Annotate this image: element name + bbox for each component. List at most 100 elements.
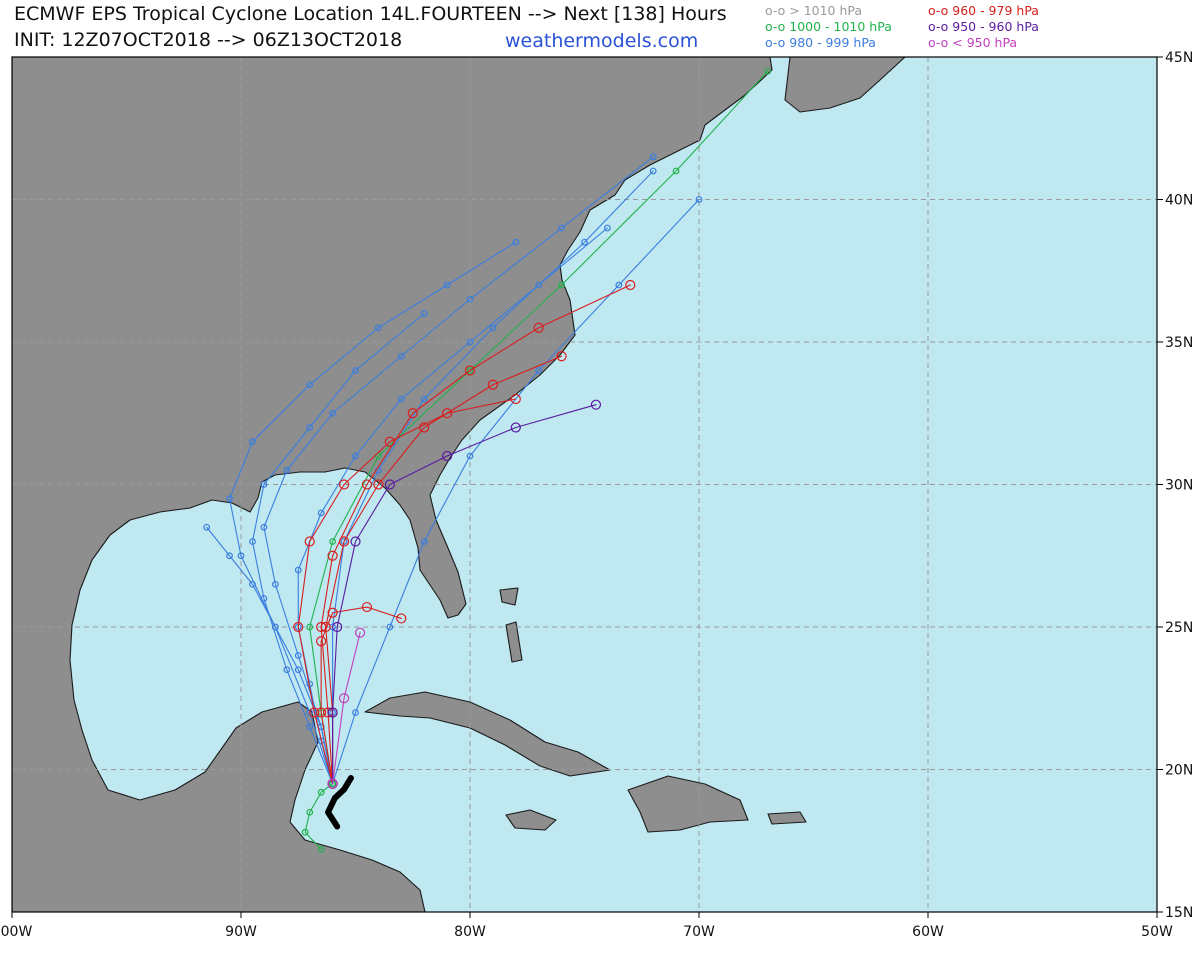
track-point	[306, 381, 314, 389]
track-point	[604, 224, 611, 232]
track-point	[464, 365, 476, 376]
forecast-track	[309, 70, 769, 785]
track-point	[535, 367, 543, 374]
track-point	[271, 580, 279, 588]
track-point	[306, 623, 314, 631]
track-point	[327, 607, 338, 618]
track-point	[338, 693, 350, 704]
track-point	[226, 495, 233, 503]
track-point	[352, 709, 359, 716]
track-point	[329, 538, 337, 545]
track-point	[294, 566, 302, 574]
track-point	[352, 452, 359, 460]
legend-entry: o-o 1000 - 1010 hPa	[765, 19, 892, 34]
track-point	[249, 580, 256, 588]
track-point	[466, 452, 474, 460]
forecast-track	[325, 355, 563, 785]
track-point	[558, 224, 565, 232]
track-point	[615, 281, 623, 289]
bahamas	[505, 621, 523, 663]
track-point	[226, 552, 233, 560]
forecast-track	[304, 783, 334, 850]
track-point	[533, 322, 544, 333]
track-point	[350, 536, 361, 547]
forecast-track	[332, 170, 654, 785]
y-tick-label: 40N	[1165, 193, 1193, 209]
track-point	[317, 509, 325, 517]
track-point	[420, 310, 428, 317]
track-point	[695, 196, 703, 203]
y-tick-label: 45N	[1165, 50, 1193, 66]
track-point	[384, 479, 395, 490]
forecast-track	[251, 312, 425, 785]
hispaniola	[627, 775, 749, 833]
track-point	[237, 552, 245, 560]
track-point	[309, 707, 320, 718]
track-point	[397, 352, 405, 360]
track-point	[420, 395, 428, 403]
y-tick-label: 15N	[1165, 905, 1193, 921]
forecast-track	[263, 156, 654, 785]
track-point	[260, 595, 268, 602]
forecast-track	[297, 398, 517, 785]
forecast-track	[229, 241, 517, 785]
track-point	[317, 788, 325, 796]
x-tick-label: 100W	[0, 924, 32, 940]
forecast-track	[320, 606, 402, 785]
track-point	[361, 601, 373, 613]
andros	[499, 587, 519, 606]
track-point	[304, 536, 315, 547]
track-point	[320, 621, 331, 633]
track-point	[317, 845, 325, 853]
source-credit: weathermodels.com	[505, 30, 698, 52]
legend-entry: o-o < 950 hPa	[928, 35, 1017, 50]
y-tick-label: 30N	[1165, 478, 1193, 494]
track-point	[327, 707, 338, 718]
y-tick-label: 20N	[1165, 763, 1193, 779]
track-point	[293, 621, 304, 633]
track-point	[260, 481, 268, 488]
track-point	[649, 153, 657, 161]
track-point	[354, 627, 366, 638]
track-point	[332, 621, 343, 633]
forecast-track	[332, 198, 700, 785]
track-point	[590, 399, 602, 410]
track-point	[443, 281, 451, 289]
track-point	[338, 536, 350, 547]
track-point	[535, 281, 543, 289]
track-point	[316, 707, 327, 718]
track-point	[203, 523, 211, 531]
track-point	[649, 167, 657, 175]
track-point	[306, 723, 314, 731]
track-point	[625, 279, 636, 291]
track-point	[338, 479, 350, 490]
track-point	[442, 450, 453, 462]
legend-entry: o-o 960 - 979 hPa	[928, 3, 1039, 18]
axis-ticks: 100W 90W 80W 70W 60W 50W 15N 20N 25N 30N 35N 40N 45N	[0, 50, 1193, 940]
track-point	[558, 281, 565, 289]
track-point	[283, 466, 291, 474]
track-point	[306, 709, 314, 716]
map-title: ECMWF EPS Tropical Cyclone Location 14L.…	[14, 3, 727, 25]
track-point	[316, 636, 327, 647]
x-tick-label: 90W	[225, 924, 257, 940]
track-point	[352, 367, 359, 374]
track-point	[327, 550, 338, 561]
y-tick-label: 35N	[1165, 335, 1193, 351]
track-point	[373, 479, 384, 490]
forecast-track	[320, 284, 631, 785]
track-point	[466, 338, 474, 346]
track-point	[375, 452, 382, 460]
canada-maritimes	[784, 57, 906, 113]
track-point	[420, 538, 428, 545]
track-point	[249, 538, 256, 545]
legend-entry: o-o > 1010 hPa	[765, 3, 862, 18]
jamaica	[505, 809, 557, 831]
map-subtitle: INIT: 12Z07OCT2018 --> 06Z13OCT2018	[14, 29, 402, 51]
x-tick-label: 50W	[1141, 924, 1173, 940]
track-point	[510, 422, 521, 433]
track-point	[384, 436, 395, 447]
track-point	[512, 238, 520, 246]
